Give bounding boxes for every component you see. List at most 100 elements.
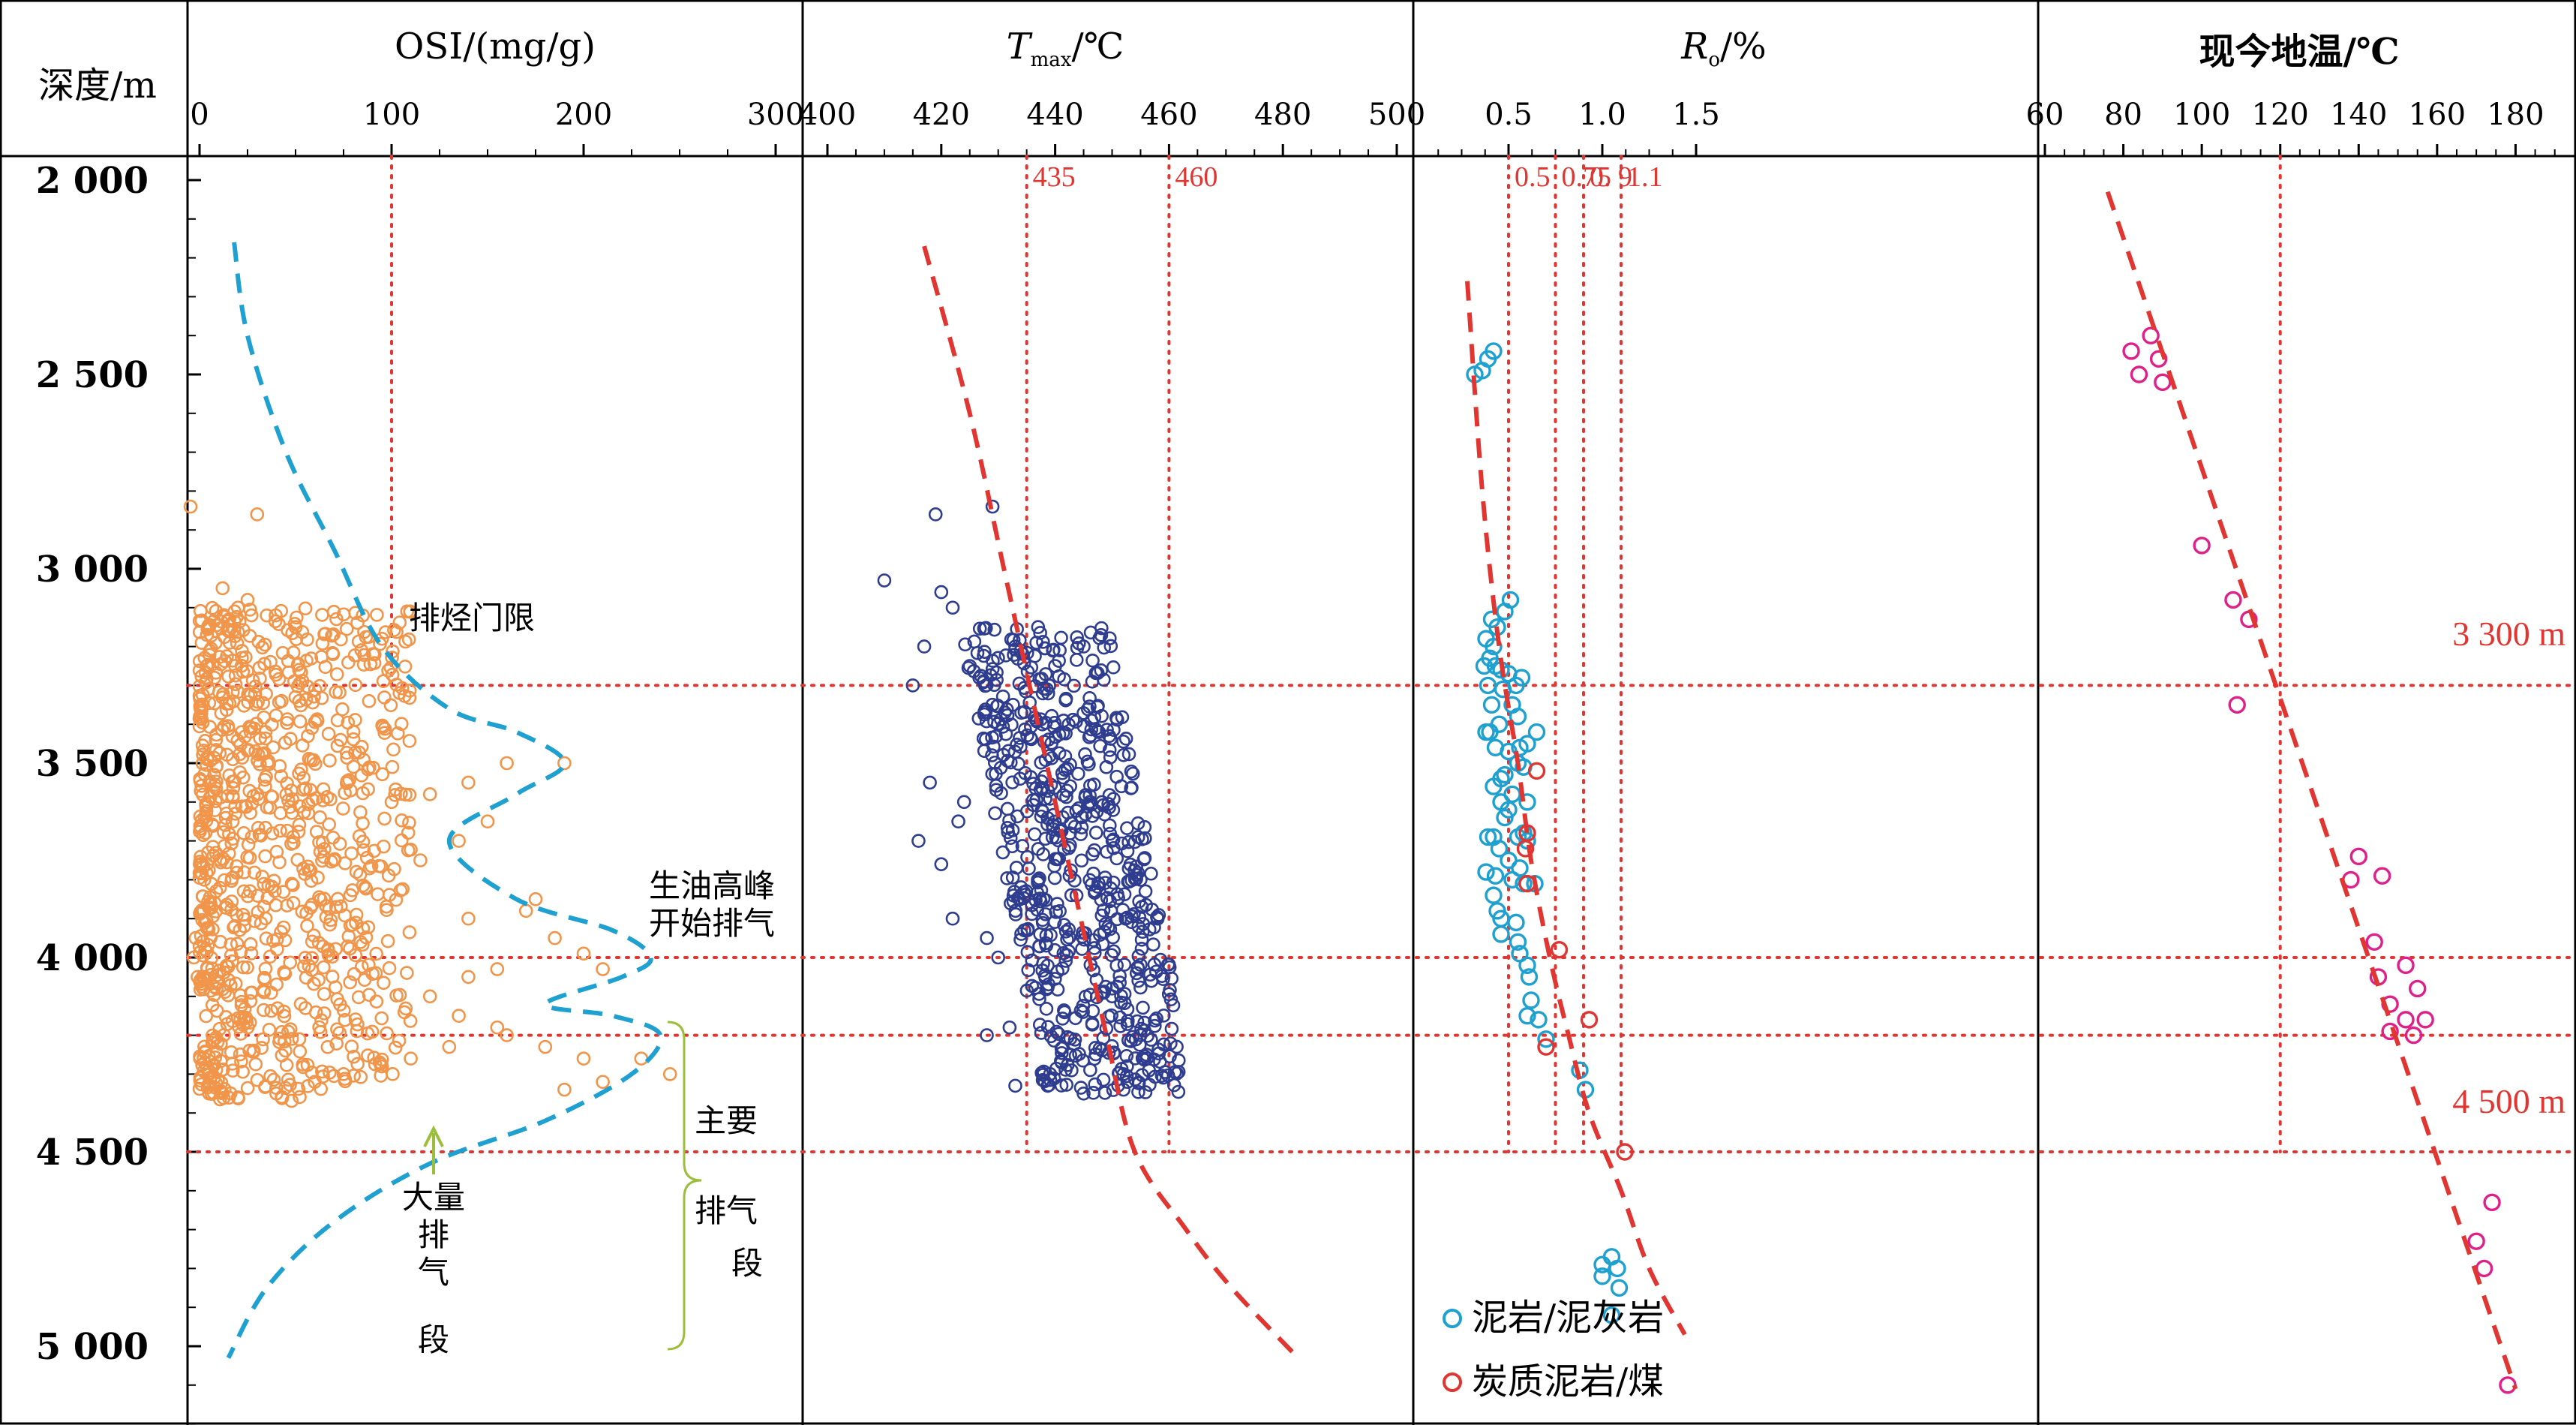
- ro-data-point: [1522, 991, 1540, 1009]
- osi-data-point: [384, 795, 399, 810]
- tmax-sample-point: [1121, 747, 1136, 762]
- temp-data-point: [2397, 956, 2415, 975]
- tmax-sample-point: [1008, 907, 1023, 921]
- osi-sample-point: [193, 1073, 208, 1088]
- tmax-sample-point: [1128, 1051, 1142, 1066]
- osi-sample-point: [301, 859, 315, 874]
- tmax-title-unit: /℃: [1071, 26, 1124, 68]
- tmax-sample-point: [1085, 674, 1100, 689]
- ro-data-point: [1485, 777, 1503, 795]
- ro-sample-points: [1466, 342, 1634, 1324]
- tmax-sample-point: [1117, 958, 1132, 972]
- osi-sample-point: [230, 610, 244, 624]
- osi-data-point: [413, 853, 428, 867]
- osi-sample-point: [279, 787, 294, 802]
- tmax-sample-point: [1015, 839, 1030, 853]
- tmax-sample-point: [1036, 635, 1050, 649]
- tmax-sample-point: [1087, 941, 1102, 955]
- tmax-sample-point: [1129, 859, 1143, 874]
- tmax-data-point: [980, 1028, 994, 1042]
- osi-sample-point: [320, 1039, 335, 1054]
- osi-sample-point: [225, 814, 240, 829]
- osi-sample-point: [362, 958, 376, 973]
- osi-data-point: [221, 624, 236, 639]
- tmax-sample-point: [1062, 930, 1076, 945]
- osi-sample-point: [239, 1010, 254, 1025]
- ro-tick-group: 0.5 1.0 1.5: [1437, 98, 1720, 156]
- tmax-sample-point: [1037, 641, 1052, 656]
- osi-sample-point: [312, 835, 326, 849]
- tmax-data-point: [1133, 1028, 1148, 1042]
- osi-sample-point: [380, 933, 395, 948]
- tmax-sample-point: [1039, 1002, 1054, 1016]
- tmax-sample-point: [1103, 732, 1118, 746]
- osi-sample-point: [359, 850, 374, 865]
- tmax-sample-point: [1068, 1048, 1083, 1063]
- osi-sample-point: [257, 970, 272, 985]
- tmax-sample-point: [1044, 708, 1059, 723]
- tmax-sample-point: [1043, 1072, 1058, 1087]
- tmax-trend-curve: [922, 245, 1296, 1356]
- tmax-data-point: [1031, 620, 1046, 635]
- osi-sample-point: [202, 696, 217, 711]
- tmax-sample-point: [1085, 847, 1100, 861]
- ro-reference-label: 0.5: [1515, 161, 1551, 193]
- tmax-sample-point: [1135, 1068, 1149, 1082]
- tmax-sample-point: [1135, 1051, 1150, 1066]
- tmax-sample-point: [1128, 1072, 1142, 1087]
- osi-sample-point: [206, 657, 220, 672]
- osi-sample-point: [367, 1051, 381, 1065]
- tmax-sample-point: [1101, 920, 1115, 934]
- tmax-sample-point: [1056, 945, 1071, 961]
- osi-data-point: [188, 930, 203, 945]
- osi-sample-point: [356, 657, 371, 672]
- tmax-sample-point: [994, 786, 1008, 801]
- osi-sample-point: [194, 669, 209, 684]
- osi-sample-point: [200, 750, 215, 765]
- tmax-sample-point: [1046, 643, 1060, 658]
- osi-sample-point: [348, 713, 362, 727]
- annotation-peak-1: 生油高峰: [649, 867, 775, 904]
- osi-sample-point: [269, 897, 283, 912]
- osi-sample-point: [274, 603, 289, 618]
- osi-sample-point: [338, 786, 352, 801]
- osi-sample-point: [347, 967, 362, 982]
- temp-tick-label: 100: [2173, 98, 2230, 132]
- osi-sample-point: [293, 1090, 307, 1105]
- tmax-data-point: [951, 814, 965, 828]
- osi-sample-point: [326, 605, 341, 619]
- tmax-sample-point: [1130, 1014, 1145, 1029]
- osi-sample-point: [377, 976, 391, 991]
- osi-sample-point: [283, 955, 297, 970]
- osi-sample-point: [291, 825, 306, 839]
- osi-sample-point: [369, 994, 384, 1009]
- osi-sample-point: [234, 994, 249, 1009]
- tmax-sample-point: [1031, 842, 1046, 856]
- tmax-sample-point: [1076, 719, 1091, 734]
- osi-sample-point: [255, 640, 270, 655]
- ro-data-point: [1527, 723, 1546, 741]
- ro-data-point: [1516, 840, 1535, 858]
- tmax-data-point: [1150, 911, 1165, 926]
- osi-sample-point: [207, 670, 222, 685]
- osi-sample-point: [377, 726, 392, 741]
- osi-sample-point: [341, 929, 356, 944]
- tmax-sample-point: [1011, 756, 1025, 771]
- osi-sample-point: [244, 985, 258, 1000]
- ro-data-point: [1616, 1143, 1634, 1161]
- osi-sample-point: [339, 621, 354, 636]
- tmax-sample-point: [1005, 839, 1019, 854]
- tmax-sample-point: [1078, 790, 1092, 804]
- osi-data-point: [490, 1020, 505, 1035]
- temp-title: 现今地温/℃: [2199, 31, 2399, 73]
- osi-sample-point: [307, 928, 321, 943]
- osi-sample-point: [402, 690, 417, 705]
- osi-sample-point: [361, 920, 376, 934]
- ro-data-point: [1509, 708, 1527, 726]
- temp-data-point: [2365, 933, 2383, 951]
- osi-sample-point: [197, 873, 212, 887]
- tmax-sample-point: [1061, 922, 1076, 936]
- ro-data-point: [1490, 840, 1509, 858]
